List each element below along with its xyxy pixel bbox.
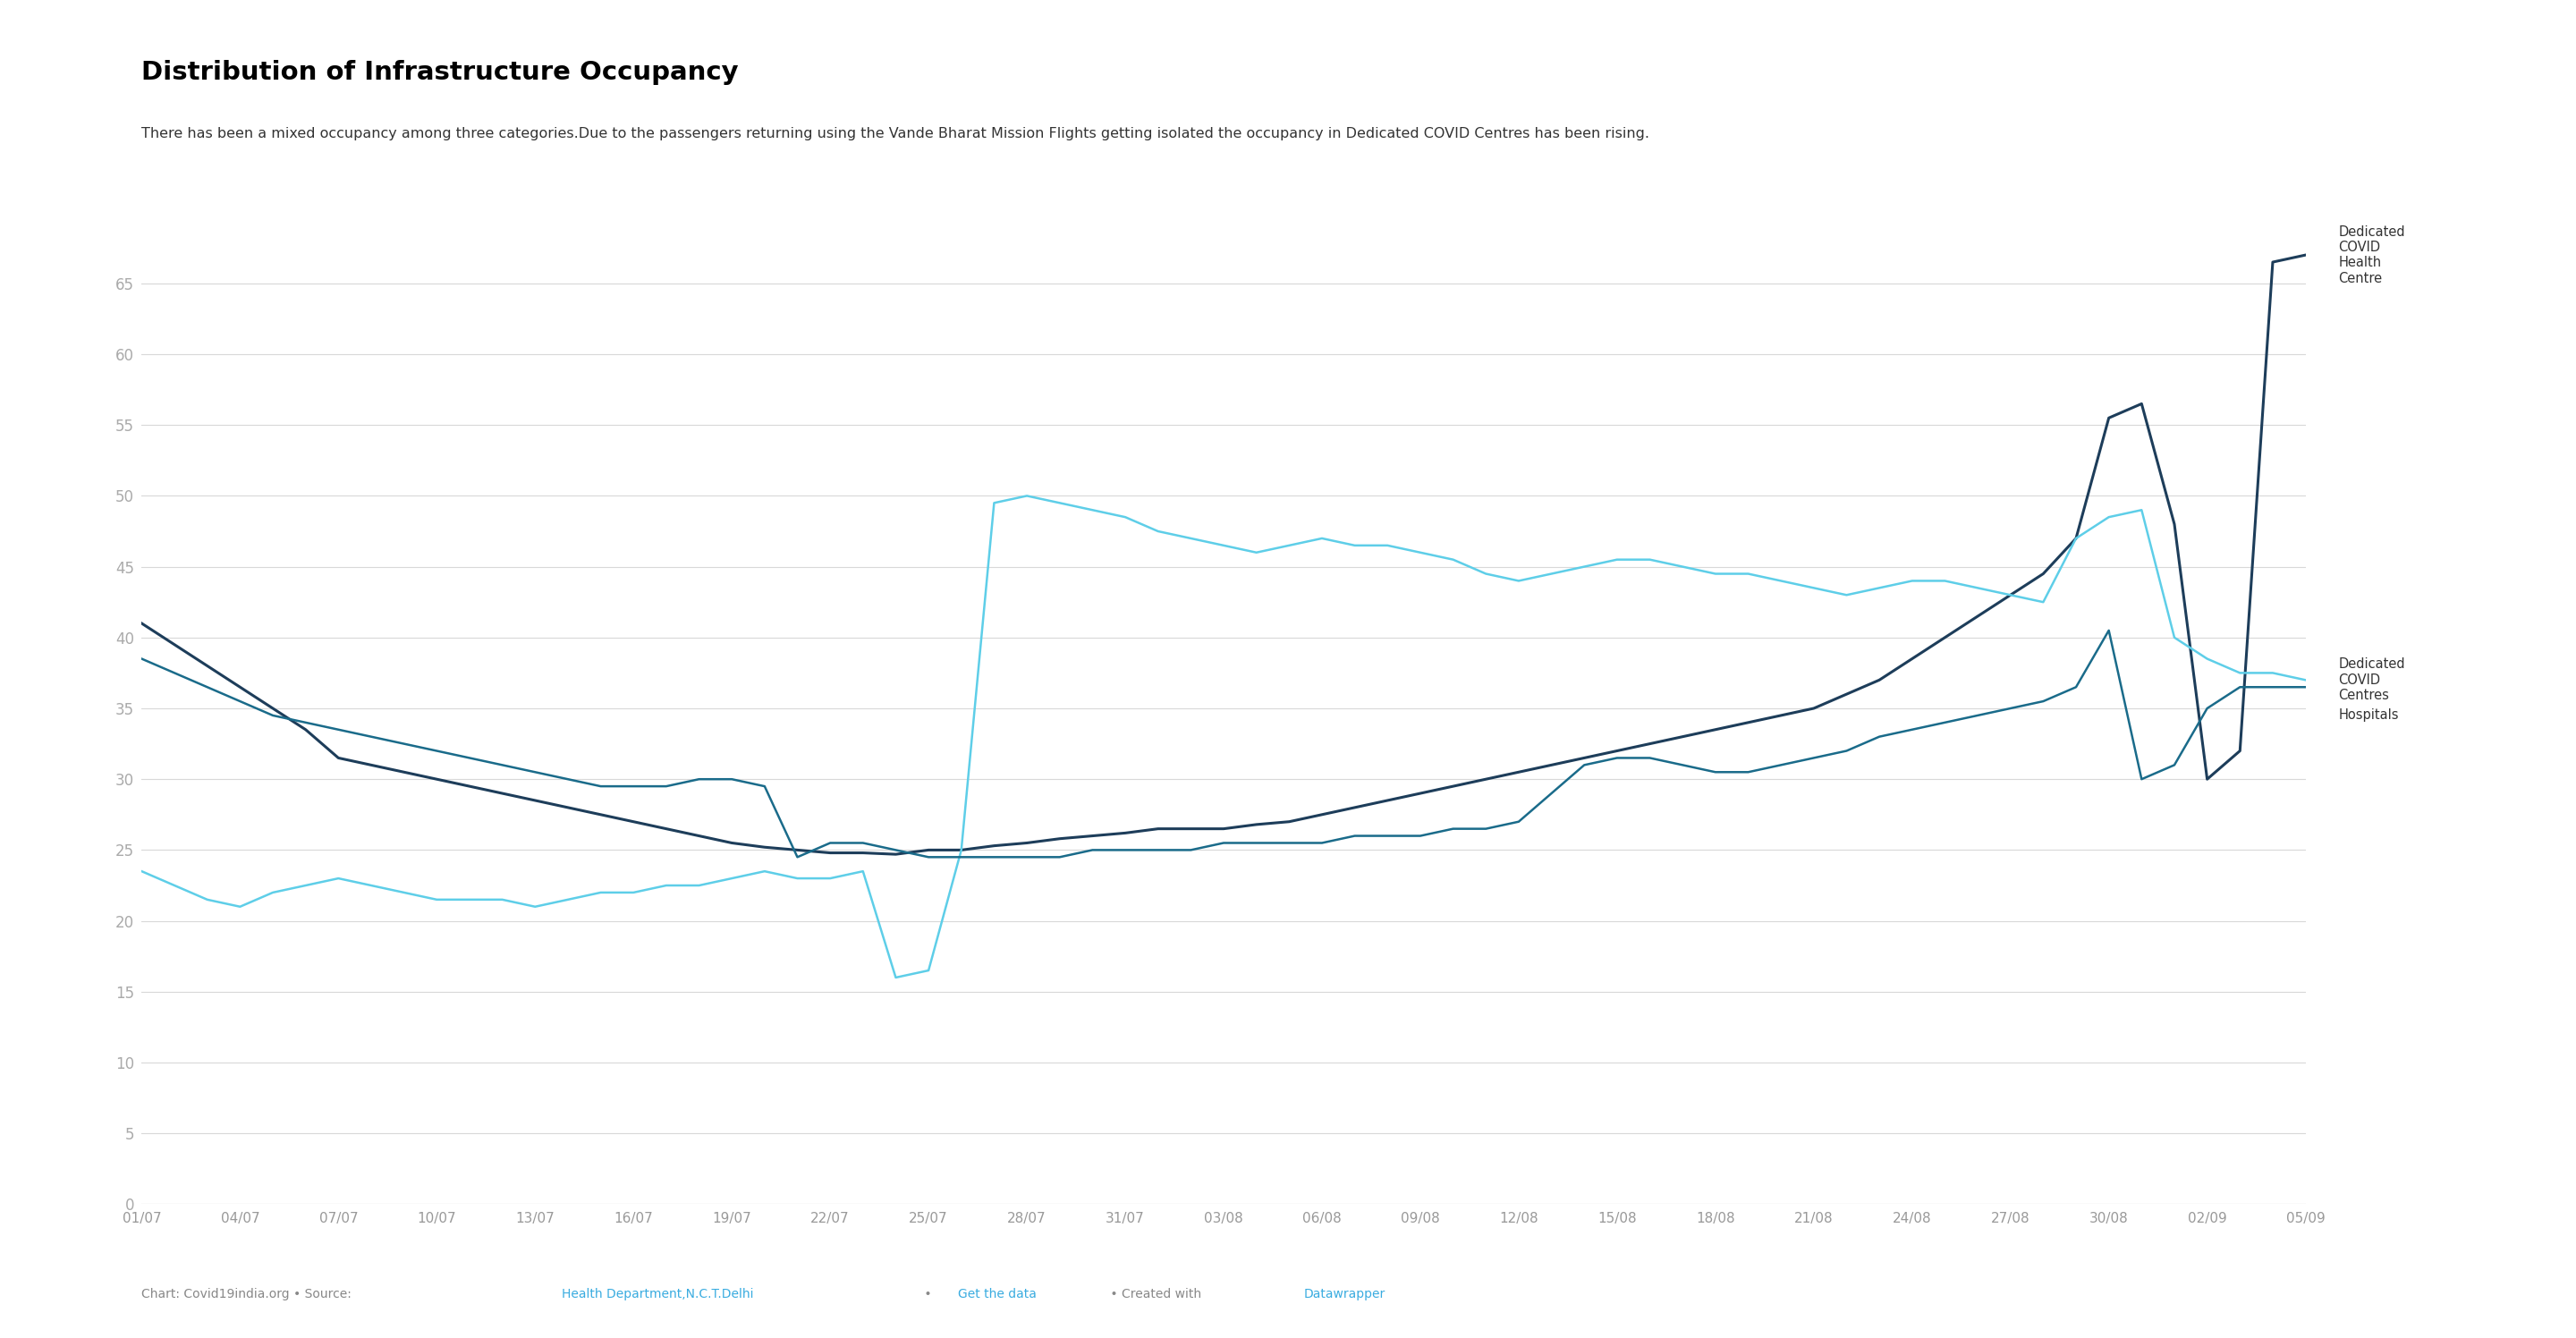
Text: There has been a mixed occupancy among three categories.Due to the passengers re: There has been a mixed occupancy among t… bbox=[142, 127, 1649, 140]
Text: Dedicated
COVID
Centres: Dedicated COVID Centres bbox=[2339, 658, 2406, 702]
Text: •: • bbox=[920, 1288, 935, 1301]
Text: Hospitals: Hospitals bbox=[2339, 709, 2398, 723]
Text: Datawrapper: Datawrapper bbox=[1303, 1288, 1386, 1301]
Text: Get the data: Get the data bbox=[958, 1288, 1036, 1301]
Text: • Created with: • Created with bbox=[1105, 1288, 1206, 1301]
Text: Distribution of Infrastructure Occupancy: Distribution of Infrastructure Occupancy bbox=[142, 60, 739, 86]
Text: Dedicated
COVID
Health
Centre: Dedicated COVID Health Centre bbox=[2339, 225, 2406, 285]
Text: Chart: Covid19india.org • Source:: Chart: Covid19india.org • Source: bbox=[142, 1288, 355, 1301]
Text: Health Department,N.C.T.Delhi: Health Department,N.C.T.Delhi bbox=[562, 1288, 755, 1301]
